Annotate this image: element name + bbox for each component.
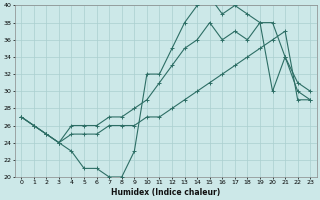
X-axis label: Humidex (Indice chaleur): Humidex (Indice chaleur): [111, 188, 220, 197]
